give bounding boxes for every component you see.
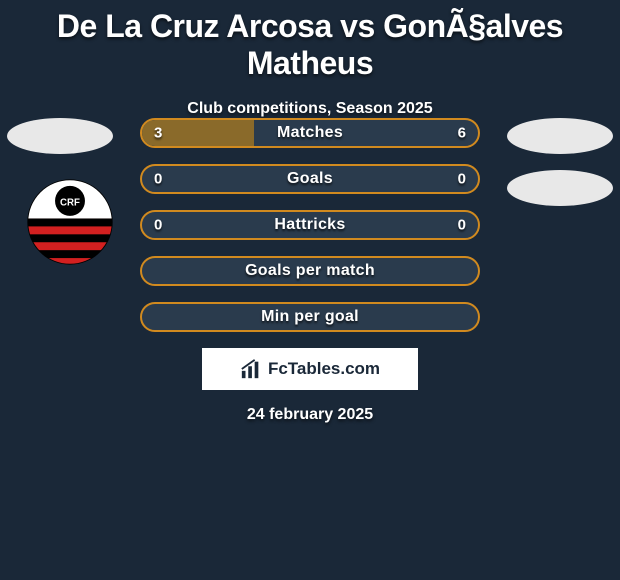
- stat-label: Min per goal: [142, 308, 478, 326]
- chart-icon: [240, 358, 262, 380]
- stats-container: CRF 3 Matches 6 0 Goals 0 0 Hattricks 0 …: [0, 118, 620, 424]
- stat-label: Goals: [142, 170, 478, 188]
- stat-bar-matches: 3 Matches 6: [140, 118, 480, 148]
- svg-text:CRF: CRF: [60, 197, 80, 208]
- brand-attribution: FcTables.com: [202, 348, 418, 390]
- stat-bar-goals: 0 Goals 0: [140, 164, 480, 194]
- comparison-title: De La Cruz Arcosa vs GonÃ§alves Matheus: [0, 0, 620, 82]
- stat-label: Hattricks: [142, 216, 478, 234]
- player-right-placeholder-2: [507, 170, 613, 206]
- player-left-placeholder: [7, 118, 113, 154]
- stat-bars: 3 Matches 6 0 Goals 0 0 Hattricks 0 Goal…: [140, 118, 480, 332]
- stat-bar-goals-per-match: Goals per match: [140, 256, 480, 286]
- snapshot-date: 24 february 2025: [0, 406, 620, 424]
- stat-bar-hattricks: 0 Hattricks 0: [140, 210, 480, 240]
- stat-label: Matches: [142, 124, 478, 142]
- stat-bar-min-per-goal: Min per goal: [140, 302, 480, 332]
- comparison-subtitle: Club competitions, Season 2025: [0, 100, 620, 118]
- brand-text: FcTables.com: [268, 359, 380, 379]
- stat-right-value: 6: [458, 125, 466, 142]
- player-right-placeholder-1: [507, 118, 613, 154]
- stat-right-value: 0: [458, 171, 466, 188]
- stat-right-value: 0: [458, 217, 466, 234]
- stat-label: Goals per match: [142, 262, 478, 280]
- club-badge-left: CRF: [26, 178, 114, 266]
